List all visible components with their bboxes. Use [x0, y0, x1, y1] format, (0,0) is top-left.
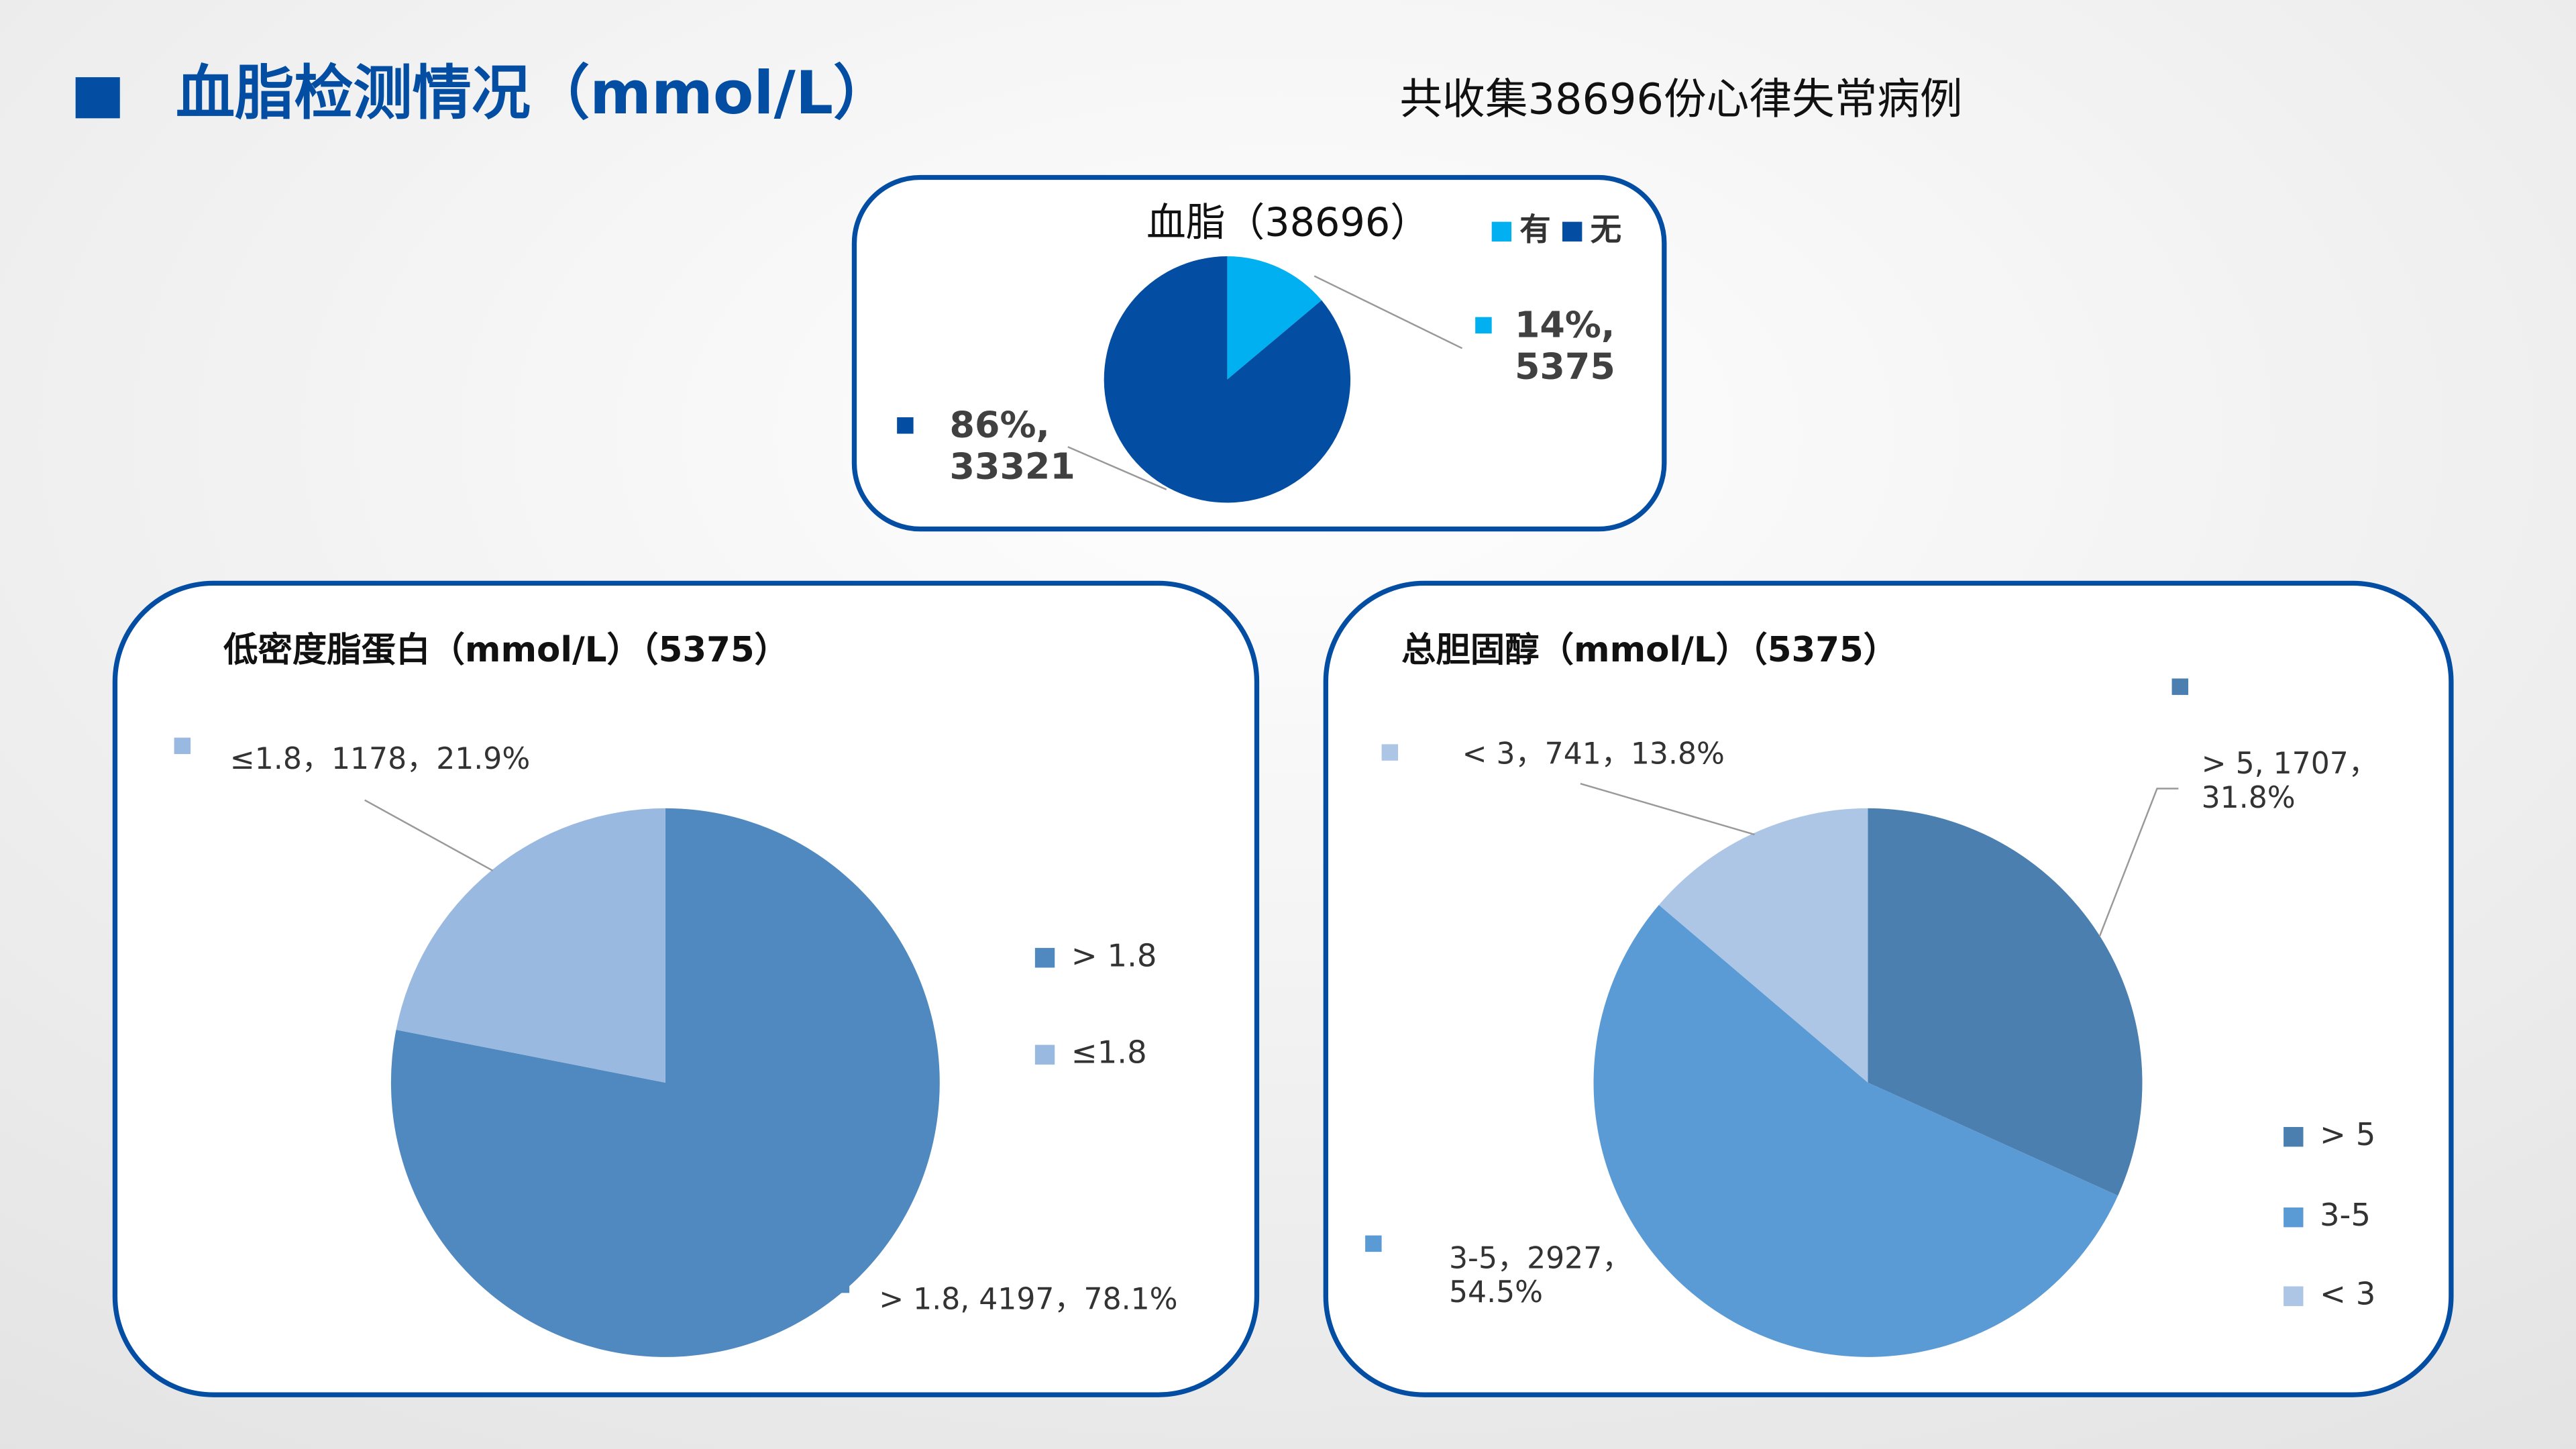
label-marker [2171, 678, 2189, 695]
data-label: 3-5，2927， 54.5% [1449, 1241, 1631, 1309]
label-marker [174, 737, 191, 755]
data-label: 14%, 5375 [1515, 303, 1615, 387]
legend-swatch [2284, 1286, 2304, 1306]
data-label: > 5, 1707， 31.8% [2202, 747, 2378, 815]
chart-title: 低密度脂蛋白（mmol/L）（5375） [223, 630, 789, 670]
pie-slice [1593, 904, 2118, 1357]
data-label: ≤1.8，1178，21.9% [230, 742, 530, 776]
leader-line [1580, 782, 1755, 836]
label-marker [1381, 744, 1399, 761]
label-marker [1475, 317, 1492, 334]
data-label: > 1.8, 4197，78.1% [879, 1283, 1177, 1317]
chart-title: 总胆固醇（mmol/L）（5375） [1401, 630, 1898, 670]
leader-line [364, 799, 494, 872]
pie-slice [1658, 808, 1868, 1083]
page-subtitle: 共收集38696份心律失常病例 [1400, 74, 1963, 124]
legend-label: ≤1.8 [1071, 1034, 1147, 1071]
legend-label: 有 [1519, 211, 1551, 248]
leader-line [1313, 275, 1463, 350]
legend-label: > 5 [2320, 1116, 2375, 1152]
label-marker [897, 417, 914, 434]
pie-slice [396, 808, 665, 1083]
label-marker [833, 1276, 850, 1293]
pie-slice [1104, 256, 1351, 503]
leader-line [2098, 788, 2179, 937]
chart-title: 血脂（38696） [1146, 199, 1430, 246]
legend-swatch [1562, 221, 1582, 241]
legend-label: 3-5 [2320, 1197, 2371, 1233]
leader-line [1067, 445, 1167, 490]
page-title: 血脂检测情况（mmol/L） [176, 58, 892, 127]
label-marker [1365, 1235, 1382, 1252]
pie-slice [390, 808, 940, 1357]
legend-label: > 1.8 [1071, 937, 1157, 973]
legend-swatch [1034, 1044, 1055, 1065]
pie-slice [1868, 808, 2143, 1196]
data-label: 86%, 33321 [950, 403, 1075, 487]
pie-slice [1227, 256, 1322, 380]
legend-swatch [1491, 221, 1512, 241]
legend-label: < 3 [2320, 1276, 2375, 1312]
legend-swatch [2284, 1127, 2304, 1147]
legend-label: 无 [1591, 211, 1622, 248]
legend-swatch [2284, 1208, 2304, 1228]
legend-swatch [1034, 948, 1055, 968]
data-label: < 3，741，13.8% [1462, 737, 1725, 771]
title-icon [75, 77, 120, 119]
